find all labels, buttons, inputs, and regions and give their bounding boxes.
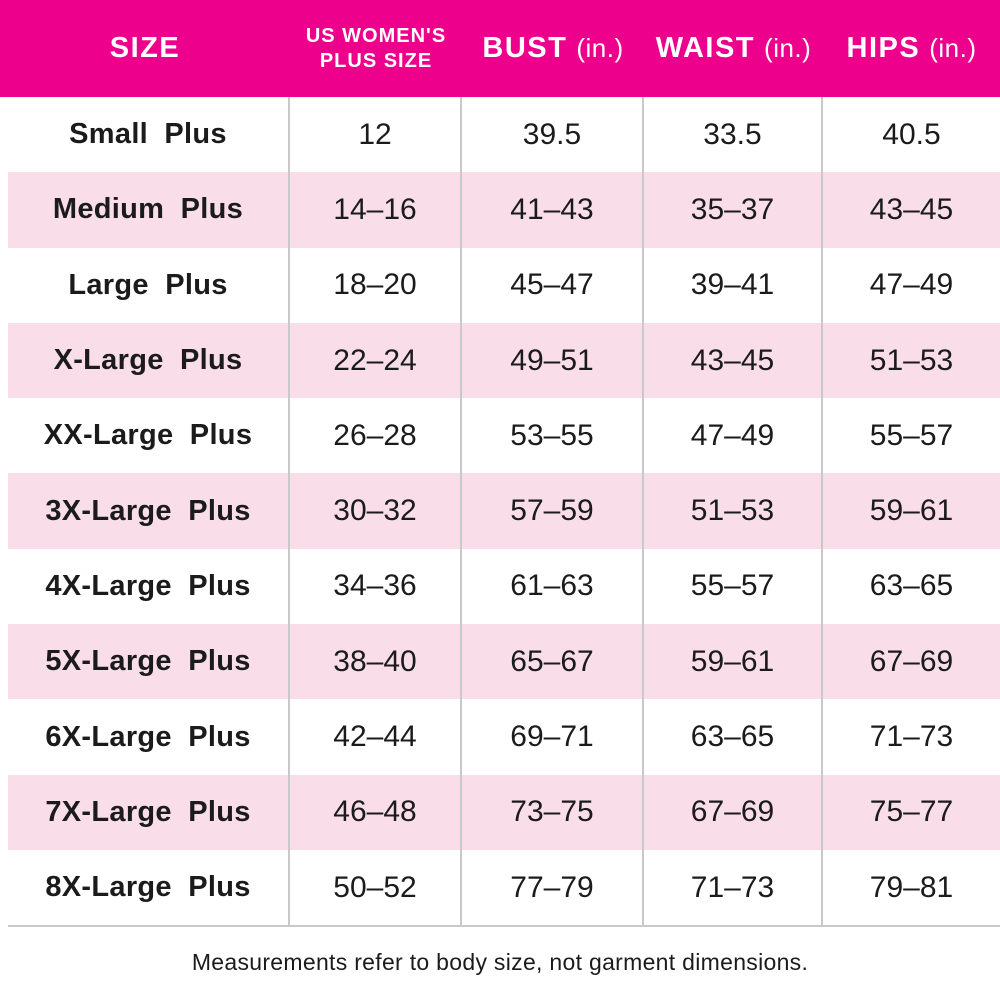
table-cell: 63–65 xyxy=(869,569,954,603)
column-header-waist-unit: (in.) xyxy=(764,33,812,63)
table-row: 5X-Large Plus 38–40 65–67 59–61 67–69 xyxy=(8,624,1000,700)
table-row: Large Plus 18–20 45–47 39–41 47–49 xyxy=(8,247,1000,323)
table-cell: 47–49 xyxy=(644,398,823,474)
table-cell: 42–44 xyxy=(290,699,462,775)
table-cell: 12 xyxy=(290,97,462,173)
table-cell: 47–49 xyxy=(869,268,954,302)
column-header-hips-unit: (in.) xyxy=(929,33,977,63)
row-label-cell: Medium Plus xyxy=(8,172,290,248)
table-cell: 35–37 xyxy=(644,172,823,248)
table-cell: 75–77 xyxy=(869,795,954,829)
table-cell: 65–67 xyxy=(462,624,644,700)
table-cell: 79–81 xyxy=(869,870,954,904)
table-row: 6X-Large Plus 42–44 69–71 63–65 71–73 xyxy=(8,699,1000,775)
row-label-cell: 4X-Large Plus xyxy=(8,548,290,625)
table-cell: 67–69 xyxy=(869,644,954,678)
table-cell: 41–43 xyxy=(462,172,644,248)
row-label-cell: 7X-Large Plus xyxy=(8,774,290,850)
table-header-row: SIZE US WOMEN'S PLUS SIZE BUST (in.) WAI… xyxy=(0,0,1000,97)
row-label-cell: X-Large Plus xyxy=(8,322,290,399)
table-row: 4X-Large Plus 34–36 61–63 55–57 63–65 xyxy=(8,548,1000,625)
table-cell: 77–79 xyxy=(462,849,644,926)
table-cell: 71–73 xyxy=(869,720,954,754)
column-header-waist-label: WAIST xyxy=(655,32,756,64)
table-cell: 53–55 xyxy=(462,398,644,474)
table-row: Medium Plus 14–16 41–43 35–37 43–45 xyxy=(8,172,1000,248)
column-header-us-plus-size: US WOMEN'S PLUS SIZE xyxy=(290,0,462,97)
table-cell: 61–63 xyxy=(462,548,644,625)
table-cell: 59–61 xyxy=(869,494,954,528)
table-cell: 49–51 xyxy=(462,322,644,399)
table-cell: 43–45 xyxy=(644,322,823,399)
row-label-cell: 8X-Large Plus xyxy=(8,849,290,926)
row-label-cell: Small Plus xyxy=(8,97,290,173)
column-header-bust-label: BUST xyxy=(482,32,568,64)
column-header-bust-unit: (in.) xyxy=(576,33,624,63)
table-row: Small Plus 12 39.5 33.5 40.5 xyxy=(8,97,1000,173)
table-row: 8X-Large Plus 50–52 77–79 71–73 79–81 xyxy=(8,849,1000,926)
column-header-hips-label: HIPS xyxy=(846,32,921,64)
table-cell: 38–40 xyxy=(290,624,462,700)
table-cell: 22–24 xyxy=(290,322,462,399)
table-cell: 63–65 xyxy=(644,699,823,775)
table-cell: 55–57 xyxy=(644,548,823,625)
column-header-size: SIZE xyxy=(0,0,290,97)
column-header-size-label: SIZE xyxy=(109,32,181,64)
table-cell: 55–57 xyxy=(869,418,954,452)
row-label-cell: 6X-Large Plus xyxy=(8,699,290,775)
table-cell: 33.5 xyxy=(644,97,823,173)
table-cell: 39.5 xyxy=(462,97,644,173)
table-cell: 69–71 xyxy=(462,699,644,775)
table-row: 7X-Large Plus 46–48 73–75 67–69 75–77 xyxy=(8,774,1000,850)
column-header-bust: BUST (in.) xyxy=(462,0,644,97)
row-label-cell: Large Plus xyxy=(8,247,290,323)
column-header-hips: HIPS (in.) xyxy=(823,0,1000,97)
table-cell: 73–75 xyxy=(462,774,644,850)
table-body: Small Plus 12 39.5 33.5 40.5 Medium Plus… xyxy=(8,97,1000,928)
table-cell: 18–20 xyxy=(290,247,462,323)
column-header-us-line1: US WOMEN'S xyxy=(305,24,447,47)
table-cell: 14–16 xyxy=(290,172,462,248)
table-cell: 50–52 xyxy=(290,849,462,926)
row-label-cell: 3X-Large Plus xyxy=(8,473,290,549)
column-header-us-line2: PLUS SIZE xyxy=(319,49,433,72)
table-row: XX-Large Plus 26–28 53–55 47–49 55–57 xyxy=(8,398,1000,474)
table-cell: 43–45 xyxy=(869,192,954,226)
table-cell: 34–36 xyxy=(290,548,462,625)
table-cell: 59–61 xyxy=(644,624,823,700)
table-cell: 30–32 xyxy=(290,473,462,549)
row-label-cell: 5X-Large Plus xyxy=(8,624,290,700)
table-cell: 71–73 xyxy=(644,849,823,926)
table-cell: 51–53 xyxy=(869,343,954,377)
column-header-waist: WAIST (in.) xyxy=(644,0,823,97)
measurements-footnote: Measurements refer to body size, not gar… xyxy=(191,949,809,976)
table-cell: 57–59 xyxy=(462,473,644,549)
row-label-cell: XX-Large Plus xyxy=(8,398,290,474)
table-row: X-Large Plus 22–24 49–51 43–45 51–53 xyxy=(8,322,1000,399)
table-cell: 40.5 xyxy=(882,117,941,151)
table-cell: 67–69 xyxy=(644,774,823,850)
table-row: 3X-Large Plus 30–32 57–59 51–53 59–61 xyxy=(8,473,1000,549)
table-cell: 46–48 xyxy=(290,774,462,850)
table-cell: 51–53 xyxy=(644,473,823,549)
table-cell: 39–41 xyxy=(644,247,823,323)
table-cell: 45–47 xyxy=(462,247,644,323)
table-cell: 26–28 xyxy=(290,398,462,474)
